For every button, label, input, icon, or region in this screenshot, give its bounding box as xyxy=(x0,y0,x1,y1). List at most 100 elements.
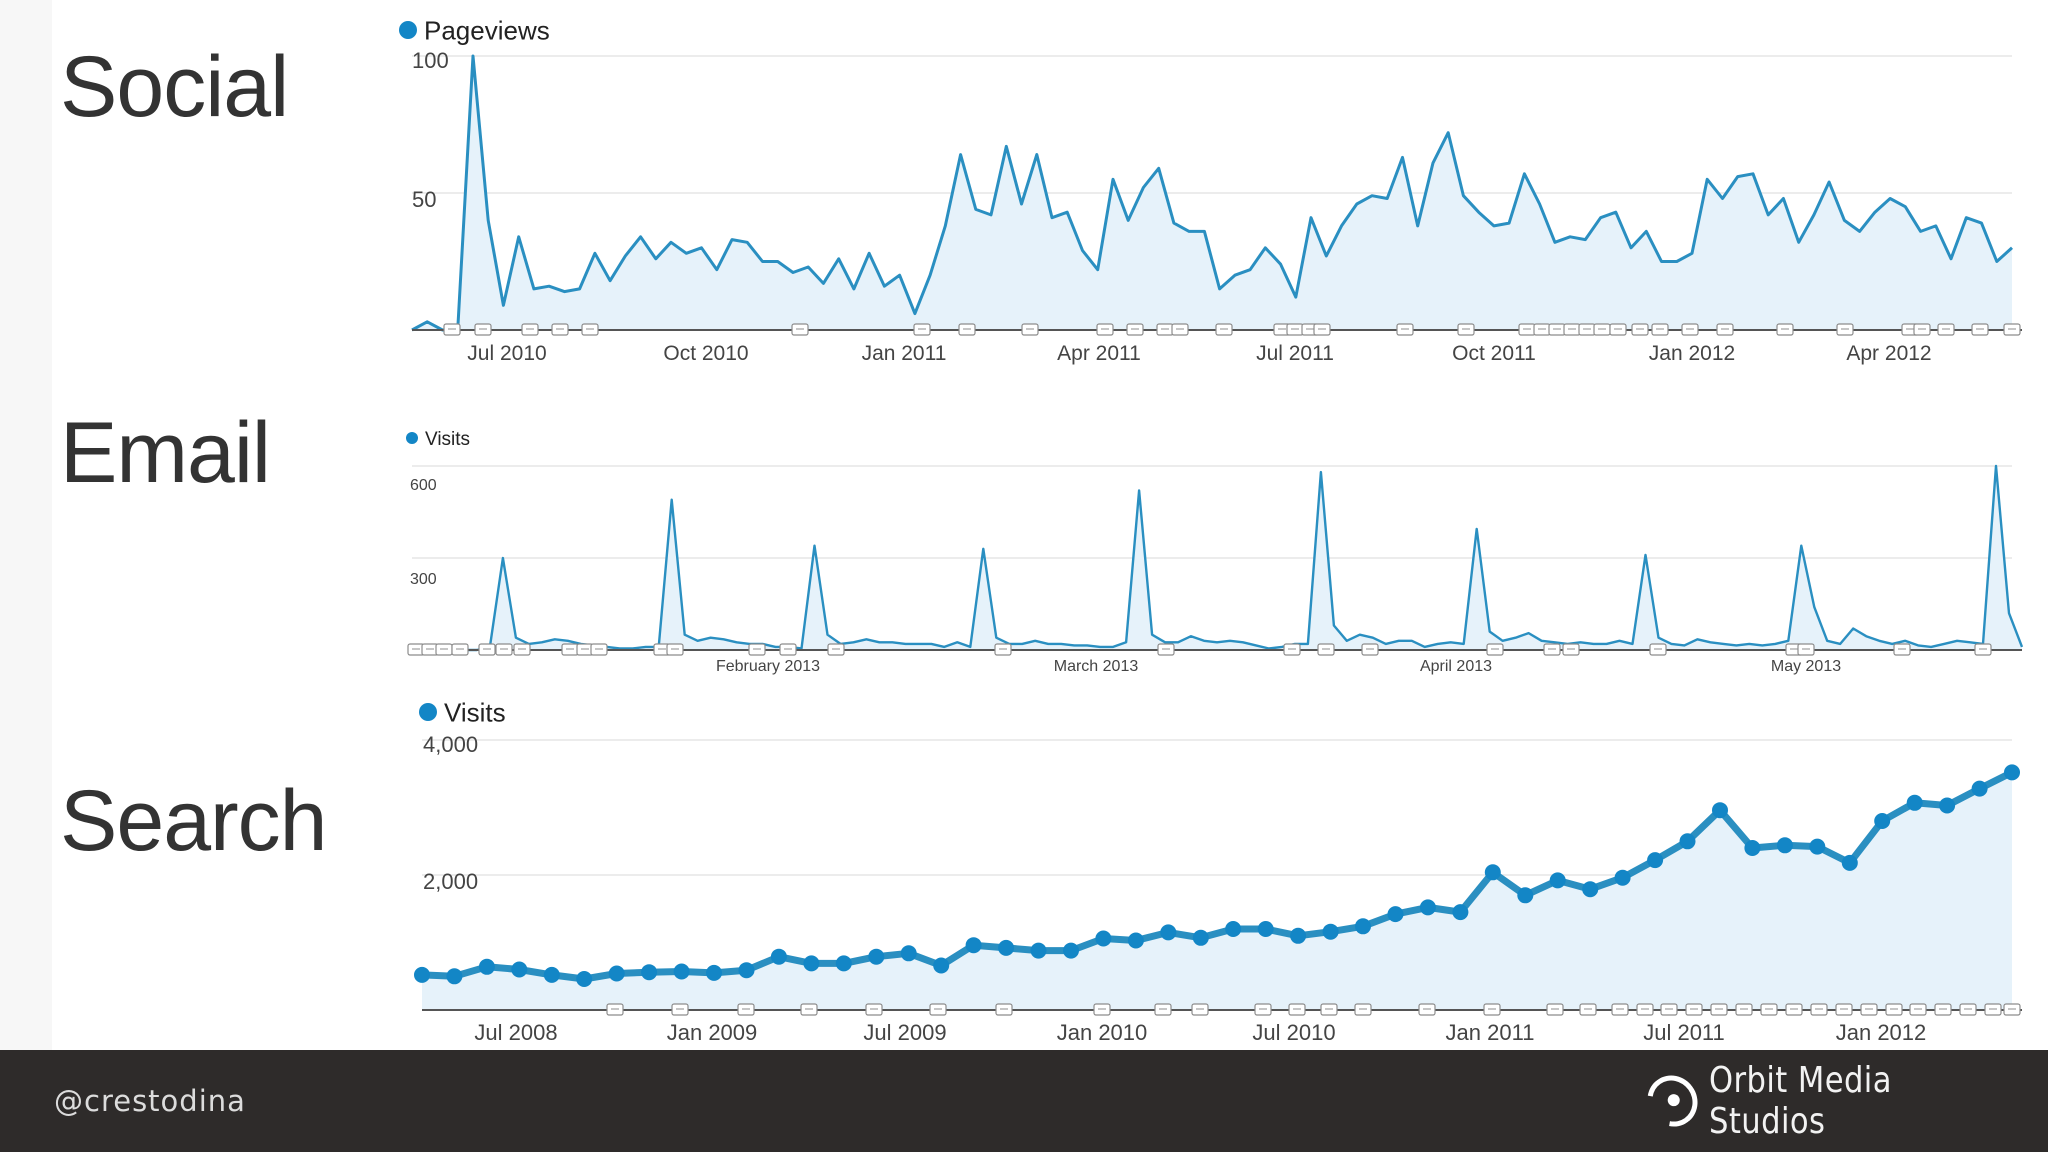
annotation-marker-icon xyxy=(590,643,608,656)
data-point xyxy=(1906,794,1923,811)
data-point xyxy=(1874,813,1891,829)
data-point xyxy=(1355,918,1371,935)
data-point xyxy=(900,945,917,962)
x-tick-label: Jul 2011 xyxy=(1643,1020,1725,1045)
annotation-marker-icon xyxy=(1317,643,1335,656)
data-point xyxy=(738,962,755,979)
data-point xyxy=(933,957,950,974)
legend-label: Pageviews xyxy=(424,15,550,45)
x-tick-label: Jul 2010 xyxy=(467,342,546,365)
data-point xyxy=(1614,869,1631,886)
legend-label: Visits xyxy=(444,697,506,727)
annotation-marker-icon xyxy=(827,643,845,656)
annotation-marker-icon xyxy=(865,1003,883,1016)
data-point xyxy=(1419,899,1436,916)
series-area xyxy=(412,466,2022,650)
annotation-marker-icon xyxy=(1288,1003,1306,1016)
annotation-marker-icon xyxy=(1631,323,1649,336)
annotation-marker-icon xyxy=(1579,1003,1597,1016)
annotation-marker-icon xyxy=(1578,323,1596,336)
section-title-social: Social xyxy=(60,39,289,135)
data-point xyxy=(1939,797,1956,814)
annotation-marker-icon xyxy=(513,643,531,656)
annotation-marker-icon xyxy=(1546,1003,1564,1016)
annotation-marker-icon xyxy=(1418,1003,1436,1016)
annotation-marker-icon xyxy=(478,643,496,656)
x-tick-label: Oct 2011 xyxy=(1452,342,1536,365)
annotation-marker-icon xyxy=(1913,323,1931,336)
x-tick-label: Jul 2009 xyxy=(863,1020,946,1045)
annotation-marker-icon xyxy=(1157,643,1175,656)
data-point xyxy=(1452,904,1469,921)
annotation-marker-icon xyxy=(1486,643,1504,656)
data-point xyxy=(1647,852,1664,869)
data-point xyxy=(1809,838,1826,855)
annotation-marker-icon xyxy=(1361,643,1379,656)
annotation-marker-icon xyxy=(1974,643,1992,656)
annotation-marker-icon xyxy=(1984,1003,2002,1016)
data-point xyxy=(673,963,690,980)
annotation-marker-icon xyxy=(2003,323,2021,336)
annotation-marker-icon xyxy=(1893,643,1911,656)
annotation-marker-icon xyxy=(1254,1003,1272,1016)
x-tick-label: Jul 2011 xyxy=(1256,342,1334,365)
annotation-marker-icon xyxy=(1735,1003,1753,1016)
annotation-marker-icon xyxy=(1776,323,1794,336)
annotation-marker-icon xyxy=(1937,323,1955,336)
data-point xyxy=(1679,833,1696,850)
data-point xyxy=(1095,930,1112,947)
data-point xyxy=(803,955,820,972)
data-point xyxy=(1776,837,1793,854)
annotation-marker-icon xyxy=(1609,323,1627,336)
data-point xyxy=(1517,887,1534,904)
annotation-marker-icon xyxy=(407,643,425,656)
legend-dot-icon xyxy=(406,432,418,444)
left-margin-strip xyxy=(0,0,52,1050)
annotation-marker-icon xyxy=(1215,323,1233,336)
x-tick-label: Jan 2010 xyxy=(1057,1020,1148,1045)
annotation-marker-icon xyxy=(1810,1003,1828,1016)
annotation-marker-icon xyxy=(1096,323,1114,336)
annotation-marker-icon xyxy=(435,643,453,656)
annotation-marker-icon xyxy=(1286,323,1304,336)
data-point xyxy=(1484,864,1501,881)
data-point xyxy=(835,955,852,972)
x-tick-label: May 2013 xyxy=(1771,658,1841,675)
data-point xyxy=(1192,929,1209,946)
twitter-handle: @crestodina xyxy=(54,1084,246,1118)
x-tick-label: Apr 2011 xyxy=(1057,342,1141,365)
x-tick-label: Jan 2009 xyxy=(667,1020,758,1045)
y-tick-label: 2,000 xyxy=(423,869,478,894)
annotation-marker-icon xyxy=(1710,1003,1728,1016)
data-point xyxy=(1063,942,1079,959)
annotation-marker-icon xyxy=(1283,643,1301,656)
annotation-marker-icon xyxy=(1191,1003,1209,1016)
series-line xyxy=(411,464,2024,652)
y-tick-label: 4,000 xyxy=(423,732,478,757)
annotation-marker-icon xyxy=(1548,323,1566,336)
x-tick-label: April 2013 xyxy=(1420,658,1492,675)
annotation-marker-icon xyxy=(1885,1003,1903,1016)
annotation-marker-icon xyxy=(1354,1003,1372,1016)
data-point xyxy=(641,964,658,981)
chart-2: 600 300 February 2013 March 2013 April 2013 M… xyxy=(406,429,2024,675)
annotation-marker-icon xyxy=(1836,323,1854,336)
footer-bar: @crestodina Orbit Media Studios xyxy=(0,1050,2048,1152)
annotation-marker-icon xyxy=(1835,1003,1853,1016)
annotation-marker-icon xyxy=(1483,1003,1501,1016)
annotation-marker-icon xyxy=(1313,323,1331,336)
annotation-marker-icon xyxy=(1685,1003,1703,1016)
charts-canvas: 100 50 Jul 2010 Oct 2010 Jan 2011 Apr 2011 Jul… xyxy=(399,15,2024,1045)
data-point xyxy=(998,939,1015,956)
annotation-marker-icon xyxy=(800,1003,818,1016)
data-point xyxy=(1257,921,1274,937)
annotation-marker-icon xyxy=(1518,323,1536,336)
annotation-marker-icon xyxy=(1959,1003,1977,1016)
annotation-marker-icon xyxy=(1611,1003,1629,1016)
data-point xyxy=(868,948,885,965)
annotation-marker-icon xyxy=(551,323,569,336)
annotation-marker-icon xyxy=(1660,1003,1678,1016)
annotation-marker-icon xyxy=(1934,1003,1952,1016)
annotation-marker-icon xyxy=(474,323,492,336)
data-point xyxy=(2004,764,2020,781)
